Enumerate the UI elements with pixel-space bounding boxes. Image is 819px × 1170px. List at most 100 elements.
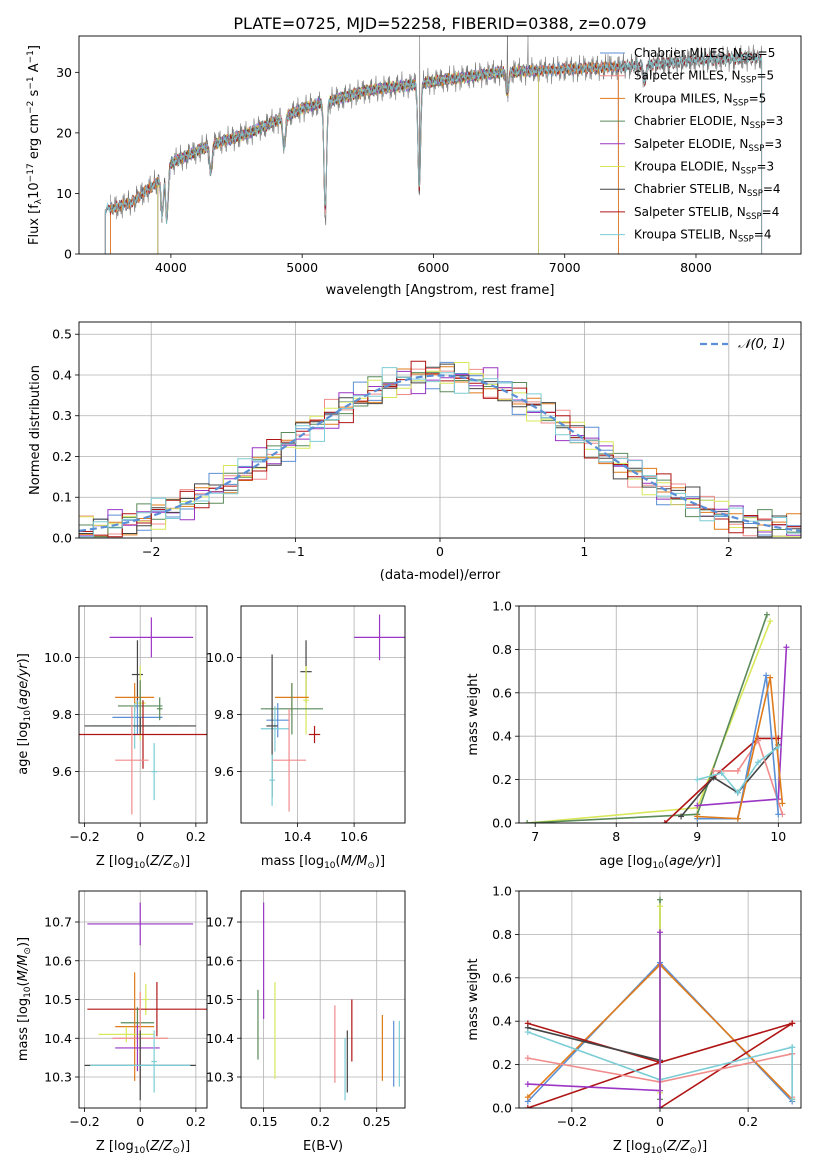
x-axis-label: mass [log10(M/M⊙)] [261,854,385,871]
weight-line-sS [527,1061,661,1108]
y-axis-label: Normed distribution [28,365,43,495]
y-tick-label: 10.6 [206,953,234,968]
weight-line-kM [697,677,784,820]
model-fit-line-kS [104,52,763,254]
y-tick-label: 0.1 [52,490,72,505]
mass-weight-vs-age-panel: 7 8 9 10 0.0 0.2 0.4 0.6 0.8 1.0 age [log10(age/yr… [466,599,802,871]
plot-area [260,614,405,812]
weight-line-kE [527,620,771,823]
y-tick-label: 1.0 [492,884,512,899]
plot-area [104,36,763,254]
y-tick-label: 10 [56,186,72,201]
axes-frame [518,605,802,824]
y-axis-label: age [log10(age/yr)] [16,653,33,775]
y-tick-label: 9.6 [214,764,234,779]
y-tick-label: 10.6 [44,953,72,968]
weight-line-cS [527,1026,661,1062]
y-tick-label: 9.8 [214,707,234,722]
histogram-step-cS [79,363,801,538]
y-tick-label: 9.8 [52,707,72,722]
mass-vs-metallicity-panel: −0.2 0 0.2 10.3 10.4 10.5 10.6 10.7 Z [log10(Z/Z… [16,890,208,1156]
x-tick-label: −0.2 [557,1114,587,1129]
mass-vs-extinction-panel: 0.15 0.2 0.25 10.3 10.4 10.5 10.6 10.7 E(B-V) [206,890,406,1154]
x-tick-label: 0.15 [250,1114,278,1129]
x-tick-label: 7 [531,829,539,844]
x-tick-label: 6000 [418,260,450,275]
x-tick-label: 0 [436,544,444,559]
x-tick-label: 0.2 [186,829,206,844]
y-tick-label: 30 [56,65,72,80]
mass-weight-vs-metallicity-panel: −0.2 0 0.2 0.0 0.2 0.4 0.6 0.8 1.0 Z [log10(Z/Z⊙)… [466,884,802,1156]
legend-entry-kS: Kroupa STELIB, NSSP=4 [634,228,772,245]
y-tick-label: 0.4 [492,1014,512,1029]
y-tick-label: 1.0 [492,599,512,614]
x-tick-label: 0 [136,1114,144,1129]
x-tick-label: 10.4 [284,829,312,844]
x-tick-label: 0.2 [738,1114,758,1129]
y-tick-label: 0.4 [492,729,512,744]
y-axis-label: Flux [fλ10−17 erg cm−2 s−1 A−1] [26,45,44,245]
legend-entry-sS: Salpeter STELIB, NSSP=4 [634,205,779,222]
legend-entry-cM: Chabrier MILES, NSSP=5 [634,46,775,63]
x-tick-label: 0.2 [186,1114,206,1129]
plot-area [79,617,207,815]
x-axis-label: age [log10(age/yr)] [599,854,721,871]
histogram-step-kS [79,367,801,538]
x-tick-label: −0.2 [69,1114,99,1129]
x-tick-label: −2 [142,544,160,559]
x-tick-label: 10.6 [340,829,368,844]
y-tick-label: 0.2 [492,772,512,787]
y-tick-label: 10.5 [206,992,234,1007]
x-tick-label: 0 [656,1114,664,1129]
figure-title: PLATE=0725, MJD=52258, FIBERID=0388, z=0… [233,14,646,33]
y-axis-label: mass weight [466,958,481,1040]
legend-entry-sE: Salpeter ELODIE, NSSP=3 [634,137,782,154]
y-tick-label: 10.0 [44,650,72,665]
plot-area [524,896,796,1108]
legend-entry-gaussian: 𝒩(0, 1) [738,337,785,352]
age-vs-mass-panel: 10.4 10.6 9.6 9.8 10.0 mass [log10(M/M⊙)] [206,605,406,871]
x-tick-label: 1 [580,544,588,559]
legend-entry-kM: Kroupa MILES, NSSP=5 [634,91,766,108]
x-tick-label: 4000 [155,260,187,275]
y-tick-label: 0.5 [52,327,72,342]
weight-line-sS [659,1022,793,1108]
x-tick-label: 5000 [286,260,318,275]
plot-area [524,611,790,823]
x-tick-label: 9 [693,829,701,844]
x-tick-label: 10 [770,829,786,844]
y-tick-label: 0.0 [492,1101,512,1116]
x-axis-label: Z [log10(Z/Z⊙)] [613,1139,707,1156]
histogram-step-kM [79,366,801,537]
weight-line-cM [697,675,780,820]
x-tick-label: 0 [136,829,144,844]
x-tick-label: 8000 [680,260,712,275]
legend-entry-kE: Kroupa ELODIE, NSSP=3 [634,160,774,177]
x-tick-label: 7000 [549,260,581,275]
y-tick-label: 0.6 [492,685,512,700]
residual-histogram-panel: −2 −1 0 1 2 0.0 0.1 0.2 0.3 0.4 0.5 𝒩(0, 1) (data-mo… [28,321,802,583]
y-tick-label: 0.8 [492,927,512,942]
x-tick-label: 0.25 [363,1114,391,1129]
y-tick-label: 20 [56,125,72,140]
y-tick-label: 0.4 [52,367,72,382]
y-axis-label: mass [log10(M/M⊙)] [16,937,33,1061]
weight-line-sS [664,737,779,823]
x-tick-label: −1 [286,544,304,559]
y-tick-label: 10.4 [44,1031,72,1046]
y-tick-label: 0.2 [492,1057,512,1072]
y-tick-label: 0.0 [492,816,512,831]
weight-line-sE [527,1083,661,1092]
y-tick-label: 10.3 [44,1070,72,1085]
x-axis-label: Z [log10(Z/Z⊙)] [96,854,190,871]
observed-spectrum-line [110,36,762,226]
y-tick-label: 0.8 [492,642,512,657]
y-tick-label: 10.4 [206,1031,234,1046]
legend-entry-cE: Chabrier ELODIE, NSSP=3 [634,114,783,131]
x-tick-label: 8 [612,829,620,844]
legend-entry-sM: Salpeter MILES, NSSP=5 [634,69,774,86]
legend-entry-cS: Chabrier STELIB, NSSP=4 [634,182,781,199]
weight-line-sM [713,738,784,815]
weight-line-cE [527,614,768,823]
